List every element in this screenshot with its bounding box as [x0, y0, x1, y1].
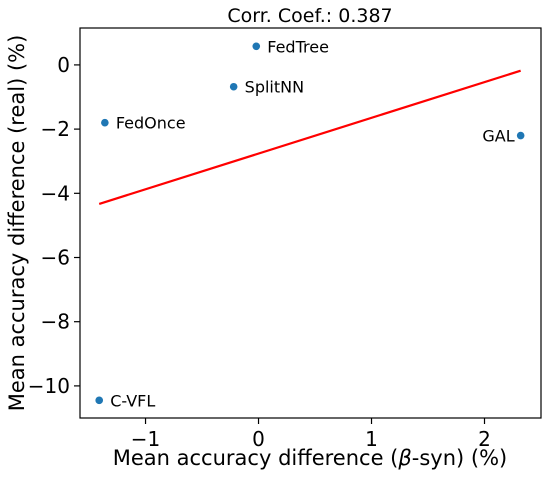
y-tick-label: −4: [41, 181, 70, 205]
x-tick-label: 2: [478, 427, 491, 451]
point-label: FedOnce: [116, 114, 186, 133]
data-point-fedonce: [101, 118, 109, 127]
data-point-gal: [516, 131, 525, 140]
x-tick-label: 0: [252, 427, 265, 451]
data-point-splitnn: [229, 82, 238, 91]
plot-marks: FedTree SplitNN FedOnce GAL C-VFL: [95, 37, 525, 410]
x-tick-label: 1: [365, 427, 378, 451]
data-point-fedtree: [252, 42, 261, 51]
chart-title: Corr. Coef.: 0.387: [227, 5, 392, 27]
x-axis-ticks: −1 0 1 2: [131, 418, 491, 451]
y-tick-label: 0: [57, 53, 70, 77]
y-axis-label: Mean accuracy difference (real) (%): [5, 35, 29, 412]
point-label: C-VFL: [110, 391, 155, 410]
y-tick-label: −6: [41, 246, 70, 270]
x-axis-label-part-1: Mean accuracy difference (: [113, 446, 399, 470]
y-tick-label: −8: [41, 310, 70, 334]
y-tick-label: −2: [41, 117, 70, 141]
x-axis-label-part-2: -syn) (%): [412, 446, 507, 470]
x-axis-label-beta: β: [397, 446, 411, 470]
regression-line: [98, 69, 521, 205]
y-axis-ticks: 0 −2 −4 −6 −8 −10: [28, 53, 80, 398]
x-axis-label: Mean accuracy difference (β-syn) (%): [113, 446, 507, 470]
point-label: SplitNN: [245, 78, 304, 97]
plot-frame: [79, 27, 542, 419]
data-point-c-vfl: [95, 396, 104, 405]
y-tick-label: −10: [28, 374, 70, 398]
point-label: FedTree: [267, 37, 329, 56]
point-label: GAL: [482, 127, 514, 146]
x-tick-label: −1: [131, 427, 160, 451]
